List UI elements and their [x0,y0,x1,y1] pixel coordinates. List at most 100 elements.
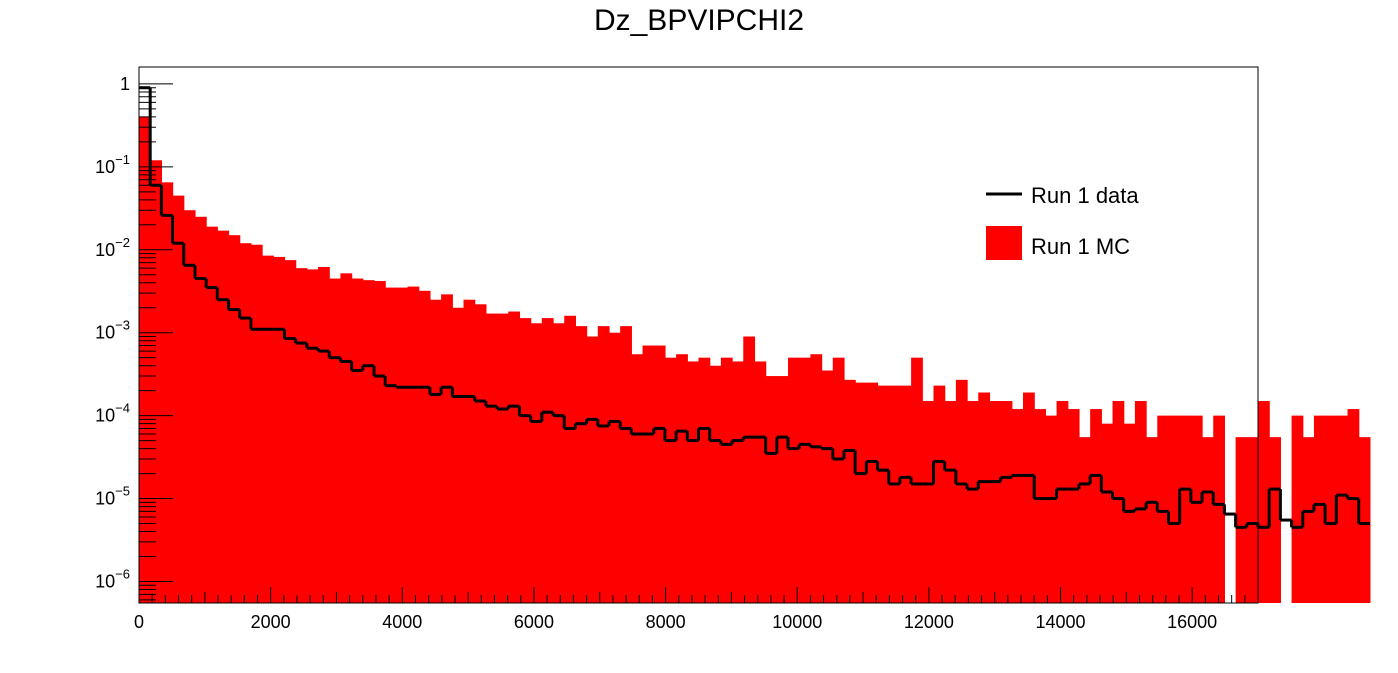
plot-frame [138,66,1259,604]
mc-bar [1291,415,1304,603]
mc-bar [631,354,644,603]
mc-bar [709,365,722,603]
mc-bar [989,401,1002,603]
mc-bar [228,235,241,604]
mc-bar [877,385,890,603]
mc-bar [799,357,811,603]
mc-bar [284,260,297,603]
mc-bar [698,357,711,603]
mc-bar [1067,409,1080,603]
y-tick-label: 10−5 [95,484,130,509]
mc-bar [1302,437,1315,603]
mc-bar [519,318,532,603]
x-tick-label: 0 [134,612,144,632]
mc-bar [1023,392,1035,603]
mc-bar [899,385,912,603]
mc-bar [843,379,856,603]
mc-bar [273,256,286,603]
mc-bar [776,376,789,603]
mc-bar [463,299,476,603]
data-series [139,86,1370,529]
mc-bar [172,195,185,604]
mc-bar [810,354,823,603]
mc-bar [1347,409,1360,603]
mc-bar [1112,401,1125,603]
mc-bar [586,336,599,603]
mc-bar [485,313,498,603]
mc-bar [306,269,319,603]
x-tick-label: 14000 [1035,612,1085,632]
mc-bar [1134,401,1147,603]
mc-bar [1235,437,1248,603]
legend: Run 1 data Run 1 MC [986,183,1139,260]
x-tick-label: 4000 [382,612,422,632]
mc-bar [687,361,700,603]
mc-bar [1101,423,1114,603]
mc-bar [530,323,543,603]
mc-bar [933,385,946,603]
mc-bar [754,361,767,603]
mc-bar [541,318,554,603]
y-tick-label: 1 [120,74,130,94]
legend-swatch-mc [986,226,1022,260]
mc-bar [239,243,252,603]
mc-bar [1078,437,1091,603]
mc-bar [743,336,756,603]
mc-bar [474,304,487,603]
mc-bar [497,313,509,603]
mc-bar [1146,437,1158,603]
mc-bar [161,182,174,604]
mc-bar [1168,415,1181,603]
mc-bar [676,354,688,603]
mc-bar [262,255,274,603]
mc-bar [206,226,218,603]
mc-bar [720,357,733,603]
mc-bar [888,385,901,603]
mc-bar [855,382,867,603]
mc-bar [250,244,263,604]
mc-bar [1336,415,1349,603]
x-axis: 0 2000 4000 6000 8000 10000 12000 14000 16000 [134,587,1259,632]
mc-series [139,116,1371,604]
mc-bar [429,299,442,603]
mc-bar [732,361,744,603]
mc-bar [1179,415,1192,603]
mc-bar [620,326,632,603]
mc-bar [183,210,196,603]
y-axis: 1 10−1 10−2 10−3 10−4 10−5 10−6 [95,74,173,601]
mc-bar [911,357,923,603]
mc-bar [1034,409,1046,603]
x-tick-label: 2000 [251,612,291,632]
mc-bar [1090,409,1102,603]
mc-bar [340,273,353,603]
mc-bar [564,315,577,603]
mc-bar [608,332,621,603]
x-tick-label: 8000 [646,612,686,632]
mc-bar [978,392,991,603]
mc-bar [329,278,342,603]
mc-bar [1258,401,1270,603]
mc-bar [407,286,420,603]
mc-bar [373,281,386,603]
chart-title: Dz_BPVIPCHI2 [593,4,805,37]
mc-bar [1246,437,1259,603]
mc-bar [821,370,834,603]
legend-label-mc: Run 1 MC [1031,234,1130,259]
mc-bar [642,345,655,603]
mc-bar [1213,415,1226,603]
mc-bar [1011,409,1024,603]
mc-bar [1202,437,1214,603]
mc-bar [441,294,453,603]
legend-label-data: Run 1 data [1031,183,1139,208]
mc-bar [553,323,565,603]
mc-bar [385,287,397,603]
mc-bar [922,401,935,603]
mc-bar [1000,401,1013,603]
mc-bar [1045,415,1058,603]
mc-bar [653,345,666,603]
mc-bar [1157,415,1170,603]
mc-bar [150,160,162,603]
mc-bar [597,326,610,603]
x-tick-label: 16000 [1167,612,1217,632]
